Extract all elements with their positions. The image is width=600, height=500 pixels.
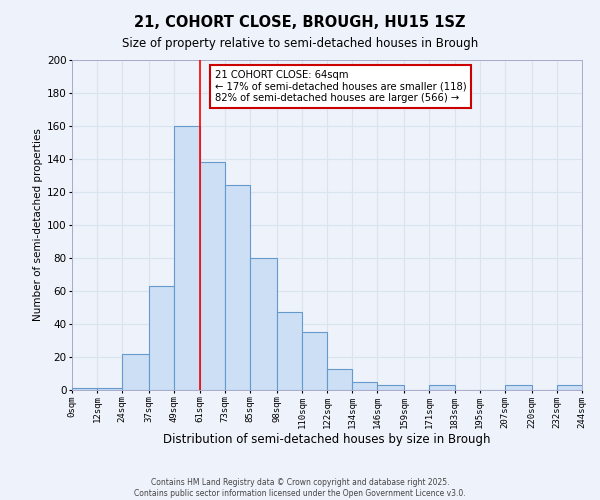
X-axis label: Distribution of semi-detached houses by size in Brough: Distribution of semi-detached houses by … <box>163 434 491 446</box>
Bar <box>149 286 175 390</box>
Bar <box>377 385 404 390</box>
Bar <box>505 385 532 390</box>
Bar <box>557 385 582 390</box>
Bar <box>122 354 149 390</box>
Bar <box>250 258 277 390</box>
Bar <box>97 388 122 390</box>
Text: Size of property relative to semi-detached houses in Brough: Size of property relative to semi-detach… <box>122 38 478 51</box>
Bar <box>72 388 97 390</box>
Y-axis label: Number of semi-detached properties: Number of semi-detached properties <box>32 128 43 322</box>
Bar <box>352 382 377 390</box>
Bar <box>327 368 352 390</box>
Bar <box>302 332 327 390</box>
Text: 21, COHORT CLOSE, BROUGH, HU15 1SZ: 21, COHORT CLOSE, BROUGH, HU15 1SZ <box>134 15 466 30</box>
Text: 21 COHORT CLOSE: 64sqm
← 17% of semi-detached houses are smaller (118)
82% of se: 21 COHORT CLOSE: 64sqm ← 17% of semi-det… <box>215 70 466 103</box>
Text: Contains HM Land Registry data © Crown copyright and database right 2025.
Contai: Contains HM Land Registry data © Crown c… <box>134 478 466 498</box>
Bar <box>175 126 199 390</box>
Bar <box>430 385 455 390</box>
Bar <box>199 162 224 390</box>
Bar <box>224 186 250 390</box>
Bar <box>277 312 302 390</box>
